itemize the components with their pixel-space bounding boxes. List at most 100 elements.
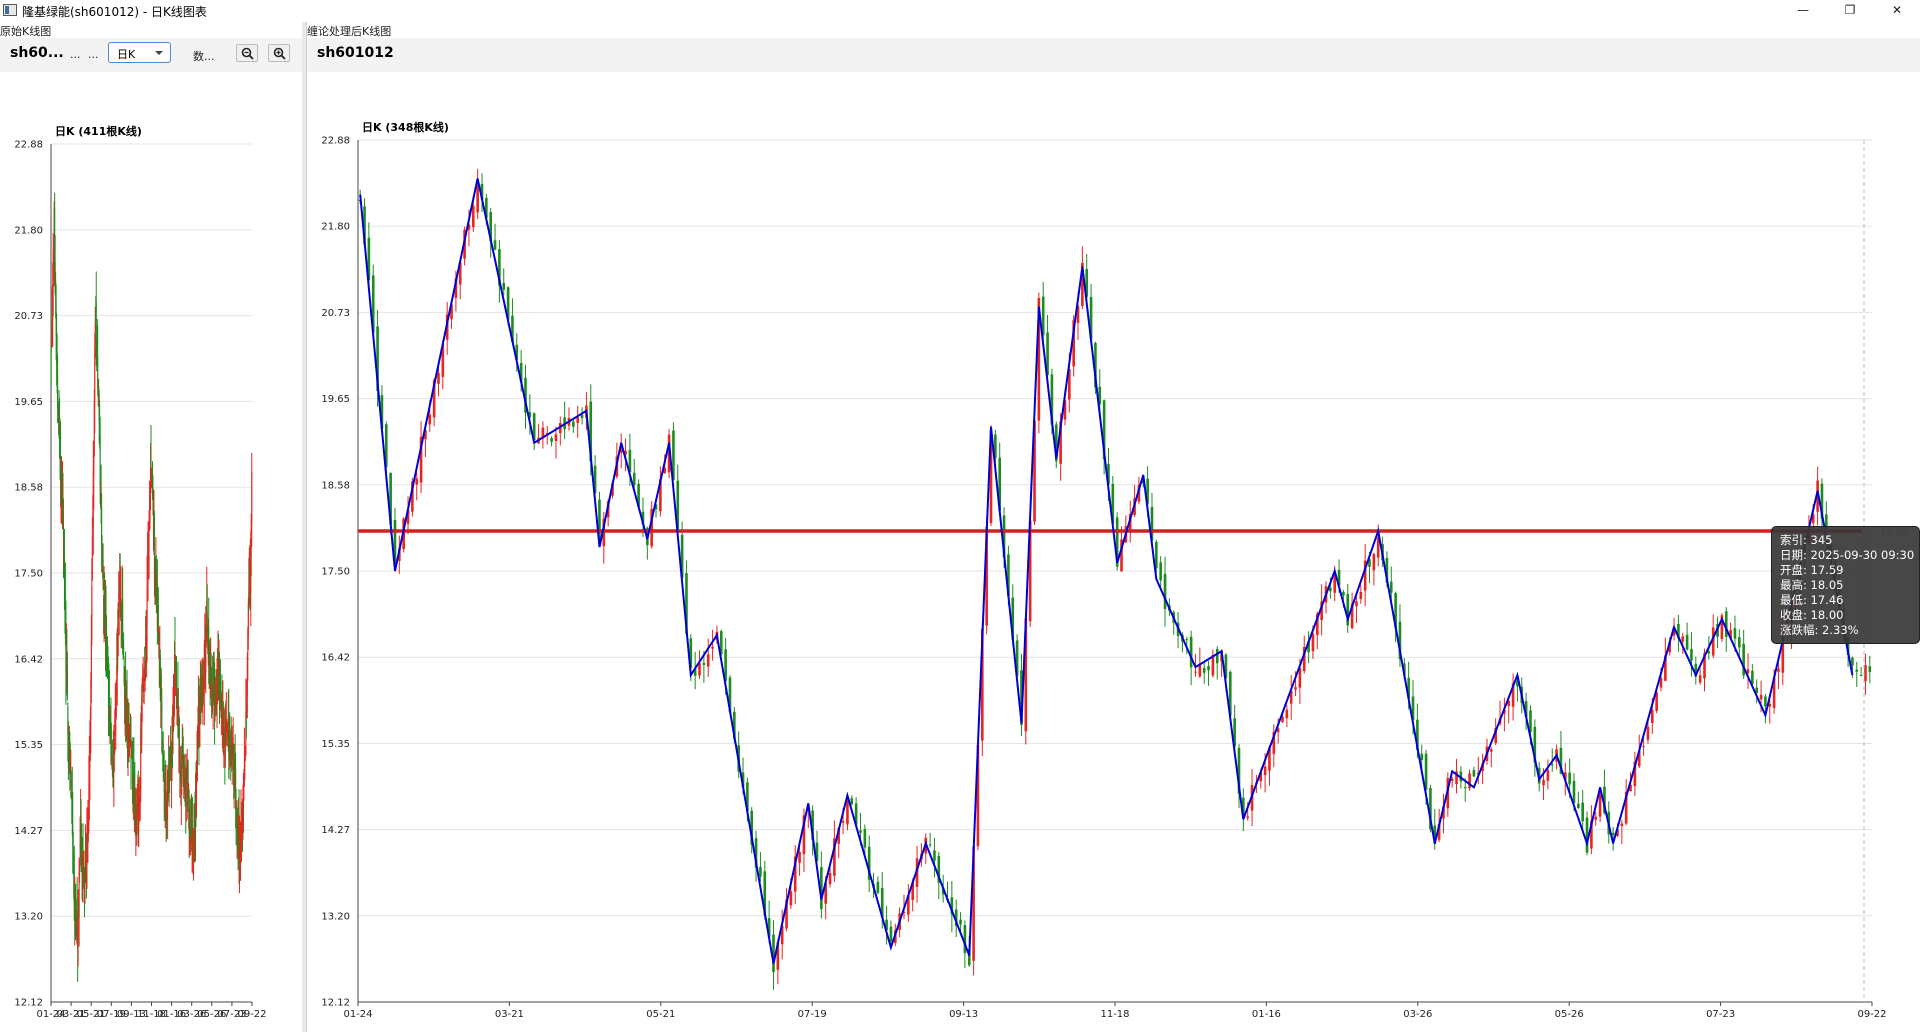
candle-body — [767, 918, 771, 938]
candle-body — [66, 664, 68, 695]
y-tick-label: 19.65 — [321, 394, 350, 405]
candle-body — [598, 499, 601, 543]
candle-body — [1655, 692, 1658, 711]
candle-body — [60, 454, 62, 483]
candle-body — [502, 282, 506, 290]
period-select[interactable]: 日K — [108, 42, 171, 63]
candle-body — [850, 798, 854, 805]
window-titlebar: 隆基绿能(sh601012) - 日K线图表 — ❐ ✕ — [0, 0, 1920, 23]
zoom-out-button[interactable] — [236, 44, 258, 62]
candle-body — [1711, 627, 1715, 656]
candle-body — [554, 434, 558, 441]
candle-body — [1372, 553, 1376, 571]
y-tick-label: 18.58 — [14, 483, 43, 494]
candle-body — [95, 301, 97, 357]
candle-body — [1398, 621, 1402, 660]
candle-body — [1533, 726, 1537, 763]
x-tick-label: 09-22 — [237, 1009, 266, 1020]
candle-body — [1677, 623, 1680, 639]
candle-body — [90, 641, 92, 687]
candle-body — [1202, 668, 1206, 673]
candle-body — [1403, 663, 1406, 676]
candle-body — [793, 856, 797, 892]
tooltip-change: 涨跌幅: 2.33% — [1780, 623, 1859, 637]
x-tick-label: 05-21 — [77, 1009, 106, 1020]
candle-body — [195, 764, 197, 805]
candle-body — [763, 871, 767, 916]
candle-body — [432, 380, 436, 418]
candle-body — [1729, 630, 1732, 639]
y-tick-label: 17.50 — [14, 569, 43, 580]
candle-body — [1198, 664, 1202, 677]
x-tick-label: 11-18 — [137, 1009, 166, 1020]
y-tick-label: 22.88 — [14, 140, 43, 151]
candle-body — [1733, 628, 1737, 639]
candle-body — [1420, 753, 1424, 761]
candle-body — [205, 636, 207, 673]
candle-body — [963, 925, 967, 954]
candle-body — [798, 851, 801, 863]
candle-body — [174, 670, 176, 675]
close-button[interactable]: ✕ — [1891, 3, 1903, 17]
candle-body — [1777, 668, 1780, 672]
candle-body — [86, 831, 88, 887]
candle-body — [1350, 603, 1354, 629]
candle-body — [1503, 709, 1506, 714]
candle-body — [1185, 639, 1189, 641]
candle-body — [458, 262, 462, 285]
candle-body — [1076, 306, 1080, 324]
candle-body — [1629, 784, 1632, 792]
candle-body — [941, 887, 945, 895]
candle-body — [1542, 779, 1545, 786]
raw-kline-group-label: 原始K线图 — [0, 25, 52, 38]
zoom-in-button[interactable] — [268, 44, 290, 62]
candle-body — [1637, 750, 1641, 767]
candle-body — [363, 206, 366, 245]
candle-body — [1337, 569, 1341, 586]
candle-body — [367, 237, 371, 281]
candle-body — [441, 343, 445, 377]
candle-body — [415, 478, 419, 485]
candle-body — [79, 859, 81, 869]
data-button[interactable]: 数... — [193, 50, 215, 63]
candle-body — [580, 414, 584, 419]
candle-body — [689, 638, 693, 668]
candle-body — [1224, 654, 1228, 679]
candle-body — [1572, 780, 1576, 804]
candle-body — [99, 436, 101, 486]
candle-body — [233, 745, 235, 787]
x-tick-label: 03-26 — [1403, 1009, 1432, 1020]
raw-ellipsis-2[interactable]: ... — [88, 48, 99, 61]
candle-body — [867, 846, 871, 880]
candle-body — [1703, 653, 1706, 679]
candle-body — [1094, 343, 1097, 388]
candle-body — [672, 430, 675, 480]
candle-body — [101, 507, 103, 548]
x-tick-label: 01-16 — [157, 1009, 186, 1020]
minimize-button[interactable]: — — [1797, 3, 1809, 17]
processed-kline-chart[interactable]: 日K (348根K线) 22.88 21.80 20.73 19.65 18.58 17.5… — [307, 72, 1920, 1032]
candle-body — [1394, 593, 1397, 629]
candle-body — [1811, 514, 1815, 524]
candle-body — [1772, 677, 1776, 708]
raw-kline-chart[interactable]: 日K (411根K线) 22.88 21.80 20.73 19.65 18.58 17.5… — [0, 72, 302, 1032]
candle-body — [994, 434, 997, 459]
candle-body — [123, 644, 125, 656]
candle-body — [498, 249, 501, 286]
candle-body — [1577, 803, 1580, 809]
candle-body — [1320, 601, 1323, 620]
raw-ellipsis-1[interactable]: ... — [70, 48, 81, 61]
maximize-button[interactable]: ❐ — [1844, 3, 1856, 17]
candle-body — [406, 510, 410, 524]
candle-body — [1598, 790, 1602, 817]
candle-body — [511, 315, 514, 343]
candle-body — [772, 934, 775, 972]
candle-body — [91, 535, 93, 580]
candle-body — [985, 526, 988, 626]
panel-splitter[interactable] — [302, 22, 306, 1032]
candle-body — [57, 375, 59, 406]
candle-body — [91, 585, 93, 640]
candle-body — [1724, 611, 1728, 637]
candle-body — [1194, 671, 1197, 673]
candle-body — [1633, 761, 1637, 787]
